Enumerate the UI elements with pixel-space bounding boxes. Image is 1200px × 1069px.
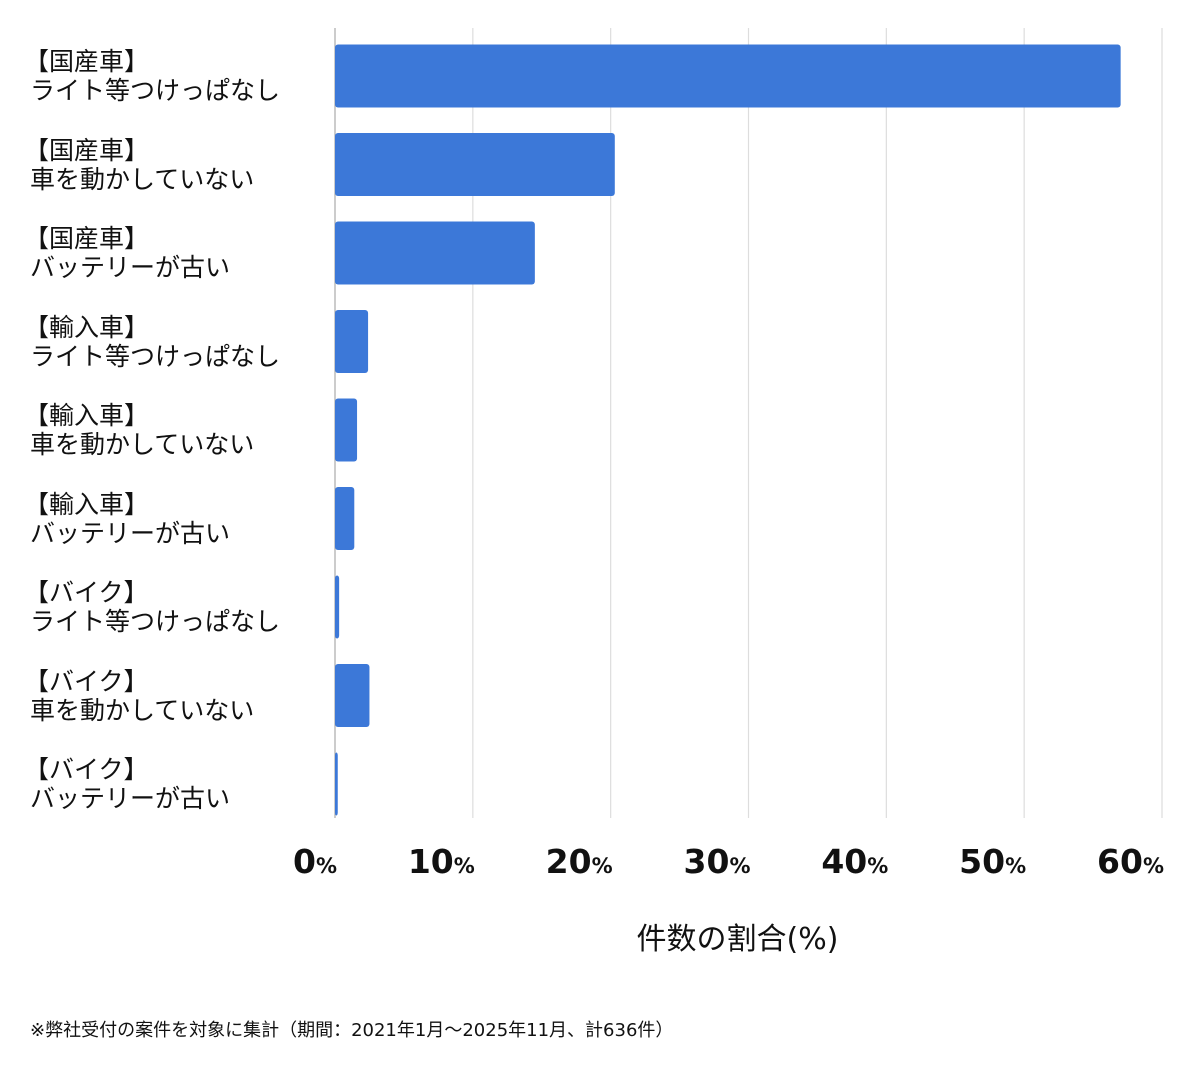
x-tick-label: 30% [684,842,751,881]
category-name: 車を動かしていない [30,164,255,194]
bar [335,133,615,196]
tick-number: 40 [821,842,868,881]
x-tick-label: 50% [959,842,1026,881]
category-label: 【国産車】 ライト等つけっぱなし [24,47,281,105]
tick-number: 10 [407,842,454,881]
tick-number: 0 [292,842,316,881]
category-name: ライト等つけっぱなし [30,607,281,636]
x-axis-label: 件数の割合(%) [636,922,839,957]
category-name: ライト等つけっぱなし [30,341,281,371]
category-group: 【輸入車】 [24,489,150,519]
category-group: 【バイク】 [24,755,149,784]
x-tick-label: 0% [293,842,337,881]
bar [335,398,358,462]
category-label: 【バイク】 車を動かしていない [24,667,255,725]
tick-unit: % [867,854,889,878]
category-label: 【輸入車】 車を動かしていない [24,401,255,459]
bar [335,487,355,550]
category-group: 【バイク】 [24,578,149,607]
category-group: 【国産車】 [24,135,150,165]
tick-number: 30 [683,842,730,881]
category-name: ライト等つけっぱなし [30,76,281,105]
category-name: 車を動かしていない [30,695,255,725]
tick-number: 20 [545,842,592,881]
tick-unit: % [453,854,475,878]
category-label: 【バイク】 バッテリーが古い [24,755,231,813]
category-label: 【国産車】 バッテリーが古い [24,224,231,282]
category-label: 【輸入車】 バッテリーが古い [24,490,231,548]
category-label: 【バイク】 ライト等つけっぱなし [24,578,281,636]
bar [335,664,370,727]
tick-number: 60 [1097,842,1143,881]
category-name: バッテリーが古い [30,253,231,282]
bar [335,575,340,639]
category-name: バッテリーが古い [30,784,231,813]
bar [335,44,1121,108]
bar [335,752,338,816]
category-label: 【輸入車】 ライト等つけっぱなし [24,313,281,371]
tick-number: 50 [959,842,1006,881]
bar [335,310,369,373]
tick-unit: % [315,854,337,878]
tick-unit: % [591,854,613,878]
tick-unit: % [1005,854,1027,878]
category-group: 【バイク】 [24,666,149,696]
category-group: 【輸入車】 [24,401,150,430]
tick-unit: % [1142,854,1164,878]
tick-unit: % [729,854,751,878]
x-tick-label: 10% [408,842,475,881]
bar [335,221,535,285]
footnote: ※弊社受付の案件を対象に集計（期間：2021年1月〜2025年11月、計636件… [30,1020,674,1041]
category-group: 【国産車】 [24,47,150,76]
x-tick-label: 20% [546,842,613,881]
x-tick-label: 60% [1097,842,1164,881]
category-label: 【国産車】 車を動かしていない [24,136,255,194]
category-group: 【輸入車】 [24,312,150,342]
x-tick-label: 40% [821,842,888,881]
category-group: 【国産車】 [24,224,150,253]
category-name: 車を動かしていない [30,430,255,459]
category-name: バッテリーが古い [30,518,231,548]
